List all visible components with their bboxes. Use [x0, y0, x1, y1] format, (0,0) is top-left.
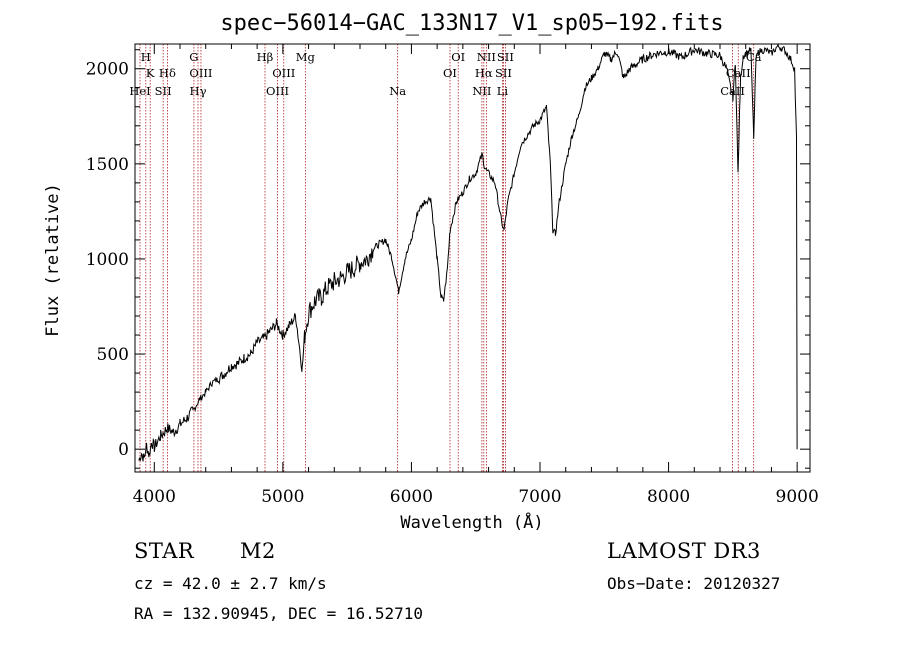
spectral-line-label-17: NII — [472, 84, 491, 98]
spectral-line-label-13: OI — [451, 50, 465, 64]
spectral-line-label-8: Hβ — [257, 50, 274, 64]
x-tick-label: 5000 — [261, 487, 304, 507]
spectral-line-label-19: SII — [495, 66, 512, 80]
spectral-line-label-16: Hα — [475, 66, 493, 80]
object-subclass: M2 — [240, 539, 276, 563]
spectral-line-label-9: OIII — [272, 66, 295, 80]
object-class: STAR — [134, 539, 195, 563]
spectral-line-label-3: SII — [155, 84, 172, 98]
spectral-line-label-14: OI — [443, 66, 457, 80]
spectral-line-label-0: H — [141, 50, 151, 64]
y-tick-label: 1000 — [86, 250, 129, 270]
spectrum-series-line — [138, 43, 798, 462]
x-tick-label: 8000 — [647, 487, 690, 507]
spectral-line-label-11: Mg — [296, 50, 316, 64]
y-tick-label: 1500 — [86, 155, 129, 175]
chart-title: spec−56014−GAC_133N17_V1_sp05−192.fits — [220, 11, 723, 36]
spectral-line-label-2: HeI — [129, 84, 150, 98]
spectral-line-label-6: OIII — [189, 66, 212, 80]
spectral-line-label-18: SII — [497, 50, 514, 64]
y-axis-ticks: 0 500 1000 1500 2000 — [86, 49, 810, 469]
y-tick-label: 500 — [97, 345, 129, 365]
y-tick-label: 2000 — [86, 60, 129, 80]
x-axis-label: Wavelength (Å) — [400, 511, 543, 533]
spectral-line-label-4: Hδ — [159, 66, 176, 80]
spectral-line-label-23: CaII — [720, 84, 745, 98]
redshift-cz: cz = 42.0 ± 2.7 km/s — [134, 574, 327, 593]
x-tick-label: 6000 — [390, 487, 433, 507]
x-tick-label: 7000 — [518, 487, 561, 507]
spectral-line-label-7: Hγ — [190, 84, 207, 98]
y-axis-label: Flux (relative) — [43, 183, 63, 337]
x-tick-label: 4000 — [133, 487, 176, 507]
spectral-line-label-22: CaII — [726, 66, 751, 80]
spectral-line-label-15: NII — [477, 50, 496, 64]
spectral-line-label-10: OIII — [266, 84, 289, 98]
coordinates: RA = 132.90945, DEC = 16.52710 — [134, 604, 423, 623]
plot-frame — [134, 43, 811, 473]
spectral-line-label-20: Li — [497, 84, 509, 98]
x-axis-ticks: 4000 5000 6000 7000 8000 9000 — [133, 44, 819, 507]
spectral-line-markers — [139, 44, 755, 472]
obs-date: Obs−Date: 20120327 — [607, 574, 781, 593]
survey-label: LAMOST DR3 — [607, 539, 761, 563]
spectral-line-label-5: G — [189, 50, 198, 64]
spectral-line-label-1: K — [146, 66, 155, 80]
y-tick-label: 0 — [118, 440, 129, 460]
x-tick-label: 9000 — [776, 487, 819, 507]
spectral-line-label-12: Na — [389, 84, 406, 98]
